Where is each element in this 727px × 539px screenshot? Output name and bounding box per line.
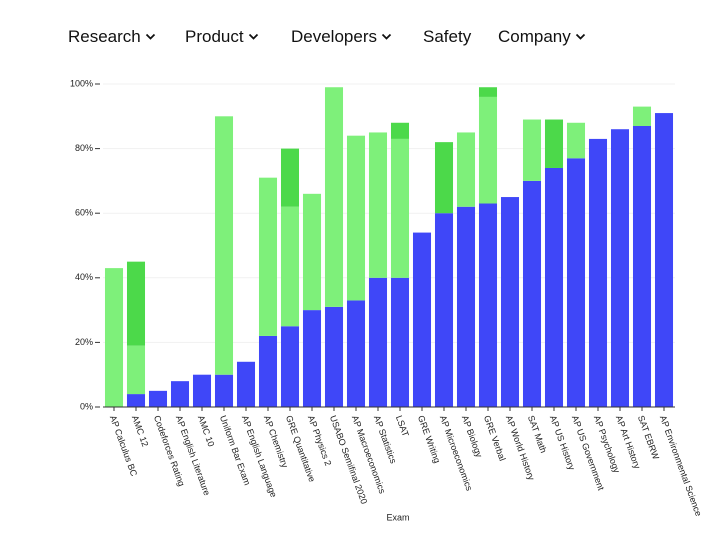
bar-segment: [170, 381, 190, 407]
bar-segment: [610, 129, 630, 407]
bar-segment: [214, 116, 234, 375]
bar-segment: [346, 300, 366, 407]
nav-label: Company: [498, 27, 571, 46]
bar-segment: [456, 206, 476, 407]
bar-segment: [544, 119, 564, 168]
bar-segment: [478, 96, 498, 204]
bar-segment: [434, 142, 454, 214]
x-tick-label: GRE Verbal: [482, 414, 508, 462]
bar-segment: [522, 119, 542, 181]
x-tick-label: SAT Math: [526, 414, 549, 454]
bar-segment: [566, 158, 586, 407]
chevron-icon: [145, 33, 155, 40]
x-tick-label: AMC 12: [130, 414, 151, 448]
nav-item[interactable]: Product: [185, 27, 259, 47]
nav-label: Product: [185, 27, 244, 46]
nav-label: Research: [68, 27, 141, 46]
x-axis-label: Exam: [386, 512, 409, 522]
bar-segment: [258, 335, 278, 407]
bar-segment: [544, 167, 564, 407]
bar-segment: [434, 213, 454, 407]
bar-segment: [412, 232, 432, 407]
x-tick-label: LSAT: [394, 414, 411, 438]
bar-segment: [104, 268, 124, 407]
bar-segment: [522, 180, 542, 407]
bar-segment: [654, 113, 674, 407]
bar-segment: [478, 203, 498, 407]
bar-segment: [302, 310, 322, 407]
bar-segment: [280, 326, 300, 407]
bar-segment: [368, 132, 388, 278]
bar-segment: [324, 306, 344, 407]
bar-segment: [500, 197, 520, 407]
bar-segment: [632, 106, 652, 126]
x-tick-label: GRE Writing: [416, 414, 442, 464]
bar-segment: [456, 132, 476, 207]
bar-segment: [390, 138, 410, 278]
chevron-icon: [248, 33, 258, 40]
nav-item[interactable]: Developers: [291, 27, 392, 47]
y-tick-label: 60%: [75, 208, 93, 218]
y-tick-label: 100%: [70, 78, 93, 88]
bar-segment: [324, 87, 344, 307]
bar-segment: [390, 122, 410, 139]
bar-segment: [368, 277, 388, 407]
bar-segment: [192, 374, 212, 407]
nav-item[interactable]: Safety: [423, 27, 471, 47]
x-tick-label: AP Environmental Science: [658, 414, 704, 517]
bar-segment: [126, 345, 146, 395]
x-tick-label: AP Biology: [460, 414, 485, 459]
bar-segment: [126, 261, 146, 346]
y-tick-label: 40%: [75, 272, 93, 282]
chevron-icon: [575, 33, 585, 40]
bar-segment: [236, 361, 256, 407]
chevron-icon: [381, 33, 392, 40]
bar-segment: [258, 177, 278, 336]
nav-label: Developers: [291, 27, 377, 46]
bar-segment: [390, 277, 410, 407]
bar-segment: [588, 138, 608, 407]
bar-segment: [302, 193, 322, 311]
bar-segment: [126, 394, 146, 407]
bar-segment: [346, 135, 366, 301]
bar-segment: [280, 148, 300, 207]
nav-label: Safety: [423, 27, 472, 46]
x-tick-label: AMC 10: [196, 414, 217, 448]
bar-segment: [566, 122, 586, 159]
bar-segment: [214, 374, 234, 407]
y-tick-label: 80%: [75, 143, 93, 153]
bar-segment: [632, 125, 652, 408]
x-tick-label: SAT EBRW: [636, 414, 661, 461]
y-tick-label: 20%: [75, 337, 93, 347]
bar-segment: [280, 206, 300, 327]
nav-bar: Research Product Developers Safety Company: [0, 27, 727, 53]
nav-item[interactable]: Company: [498, 27, 586, 47]
y-tick-label: 0%: [80, 401, 93, 411]
nav-item[interactable]: Research: [68, 27, 156, 47]
bar-segment: [478, 87, 498, 97]
bar-segment: [148, 390, 168, 407]
